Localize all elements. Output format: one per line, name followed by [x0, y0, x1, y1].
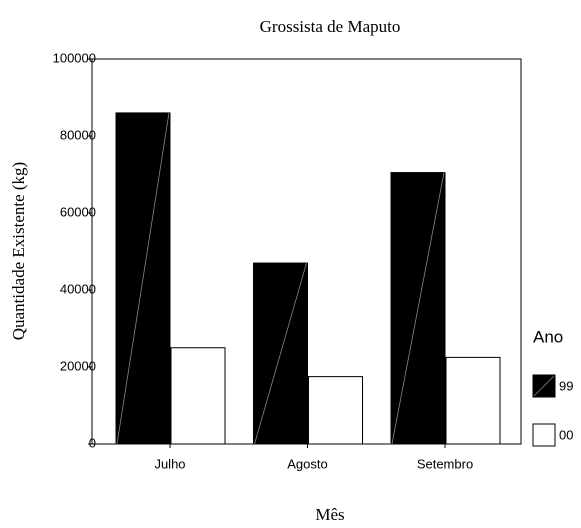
x-tick-label: Agosto [287, 456, 327, 471]
legend-label: 00 [559, 427, 573, 442]
legend-swatch [532, 423, 556, 447]
y-tick-label: 80000 [60, 127, 96, 142]
y-tick-label: 100000 [53, 50, 96, 65]
y-tick-label: 20000 [60, 358, 96, 373]
legend-hatch [533, 375, 555, 397]
bar [308, 376, 363, 445]
y-tick-label: 0 [89, 435, 96, 450]
bar [445, 356, 501, 445]
bar-hatch [254, 262, 307, 445]
x-axis-label: Mês [315, 505, 344, 524]
legend-title: Ano [533, 327, 563, 346]
legend-label: 99 [559, 378, 573, 393]
bar-hatch [391, 172, 445, 445]
bar [170, 347, 226, 445]
y-axis-label: Quantidade Existente (kg) [9, 162, 28, 340]
chart-title: Grossista de Maputo [260, 17, 401, 36]
x-tick-label: Setembro [417, 456, 473, 471]
y-tick-label: 60000 [60, 204, 96, 219]
bar-hatch [116, 112, 170, 445]
x-tick-label: Julho [154, 456, 185, 471]
y-tick-label: 40000 [60, 281, 96, 296]
